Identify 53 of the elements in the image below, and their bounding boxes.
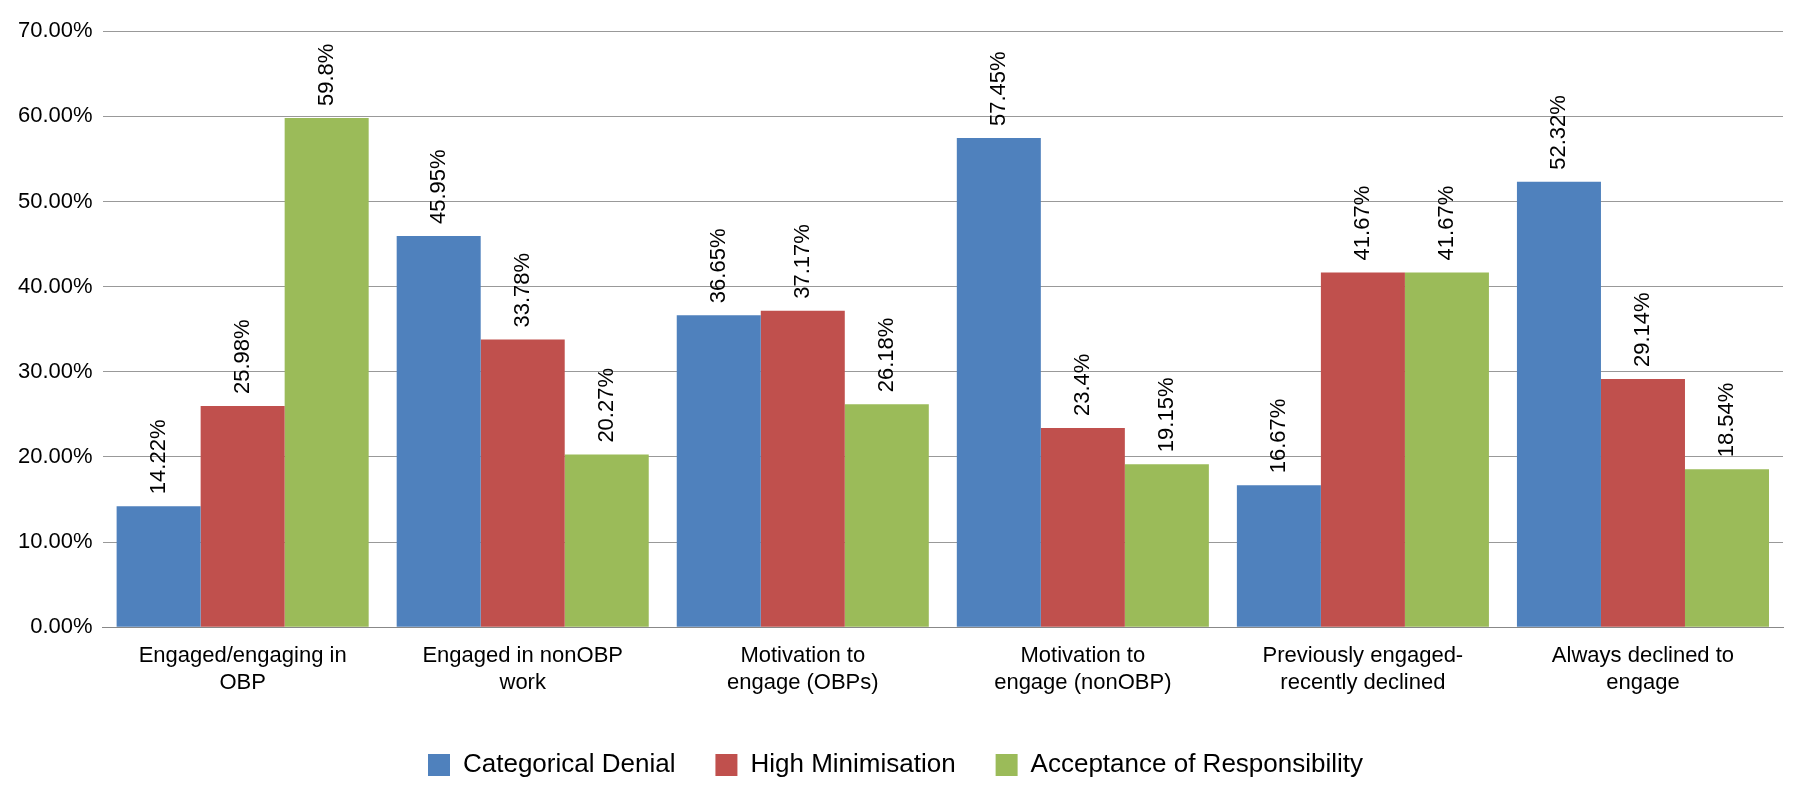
data-label: 18.54%	[1713, 382, 1739, 458]
bar	[480, 339, 565, 627]
y-tick-label: 40.00%	[17, 272, 93, 298]
data-label: 41.67%	[1348, 185, 1374, 261]
data-label: 26.18%	[872, 317, 898, 393]
data-label: 45.95%	[424, 149, 450, 224]
x-tick-label: Always declined to engage	[1551, 642, 1735, 694]
y-tick-label: 60.00%	[17, 102, 93, 128]
bar	[844, 404, 929, 627]
data-label: 25.98%	[228, 319, 254, 394]
data-label: 29.14%	[1629, 292, 1655, 368]
bar	[760, 310, 845, 627]
bar	[1684, 469, 1769, 627]
data-label: 20.27%	[592, 367, 618, 443]
x-tick-label: Engaged in nonOBP work	[422, 642, 624, 694]
legend-label: Categorical Denial	[462, 748, 676, 779]
bar	[956, 138, 1041, 627]
data-label: 33.78%	[508, 252, 534, 328]
bar	[116, 506, 201, 627]
bar	[284, 118, 369, 627]
bar	[396, 235, 481, 627]
y-tick-label: 20.00%	[17, 442, 93, 468]
data-label: 16.67%	[1264, 398, 1290, 474]
bar	[676, 315, 761, 627]
data-label: 19.15%	[1152, 377, 1178, 453]
legend-label: Acceptance of Responsibility	[1030, 748, 1364, 779]
data-label: 37.17%	[788, 224, 814, 299]
x-tick-label: Motivation to engage (nonOBP)	[994, 642, 1172, 694]
data-label: 57.45%	[984, 51, 1010, 127]
bar	[1124, 464, 1209, 627]
bar	[1236, 485, 1321, 627]
data-label: 36.65%	[704, 228, 730, 304]
bar	[1320, 272, 1405, 627]
bar	[564, 454, 649, 627]
y-tick-label: 10.00%	[17, 528, 93, 554]
bar	[200, 406, 285, 627]
data-label: 41.67%	[1432, 185, 1458, 261]
y-tick-label: 50.00%	[17, 187, 93, 213]
data-label: 52.32%	[1545, 95, 1571, 170]
bar	[1516, 181, 1601, 627]
bar	[1600, 379, 1685, 627]
data-label: 23.4%	[1068, 353, 1094, 416]
x-tick-label: Engaged/engaging in OBP	[138, 642, 347, 694]
legend-label: High Minimisation	[750, 748, 956, 779]
bar	[1040, 427, 1125, 627]
x-tick-label: Motivation to engage (OBPs)	[726, 642, 879, 694]
x-tick-label: Previously engaged-recently declined	[1262, 642, 1464, 694]
data-label: 59.8%	[312, 43, 338, 107]
y-tick-label: 70.00%	[17, 17, 93, 43]
y-tick-label: 0.00%	[30, 613, 93, 639]
bar	[1404, 272, 1489, 627]
y-tick-label: 30.00%	[17, 357, 93, 383]
data-label: 14.22%	[144, 419, 170, 495]
